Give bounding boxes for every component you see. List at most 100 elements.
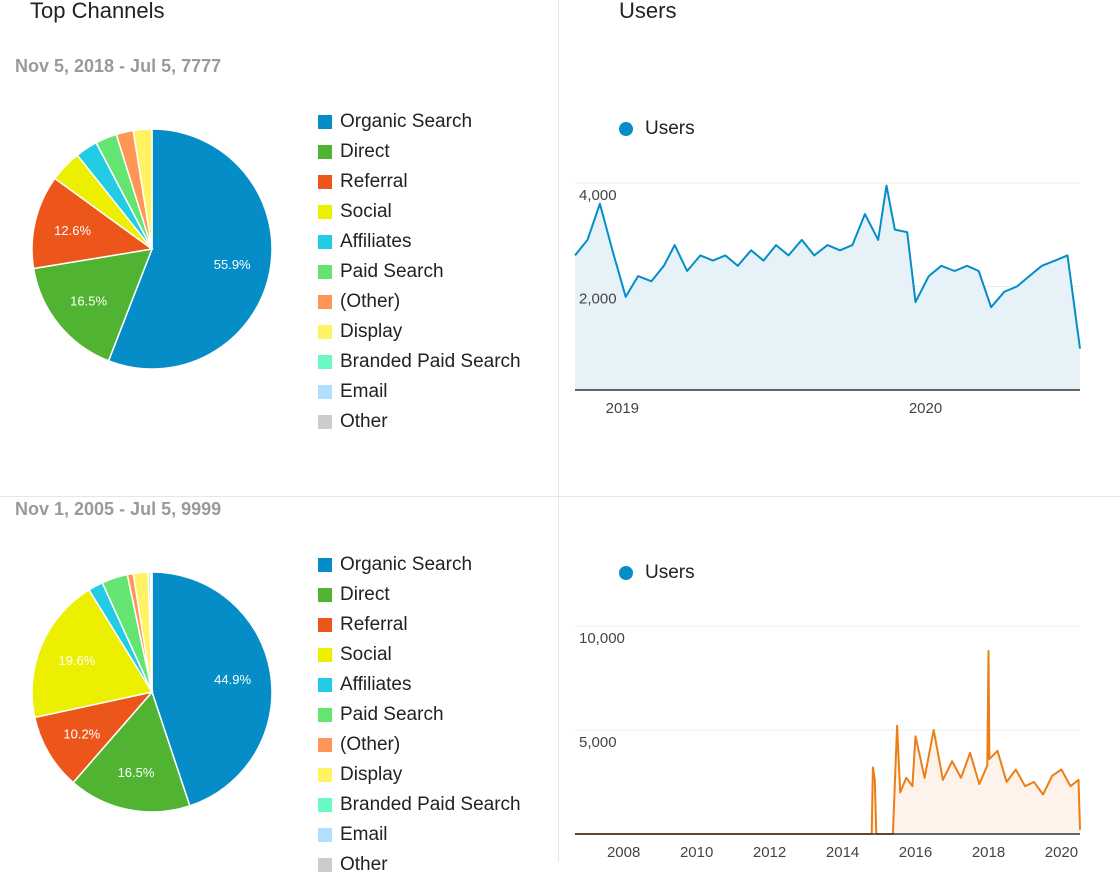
- legend-swatch-icon: [318, 588, 332, 602]
- y-tick-label: 4,000: [579, 187, 617, 204]
- legend-swatch-icon: [318, 798, 332, 812]
- pie-slice-direct: [32, 248, 154, 362]
- legend-label: Organic Search: [340, 554, 473, 575]
- x-tick-label: 2008: [607, 844, 640, 861]
- x-tick-label: 2014: [826, 844, 859, 861]
- legend-label: Email: [340, 381, 388, 402]
- legend-swatch-icon: [318, 618, 332, 632]
- y-tick-label: 5,000: [579, 734, 617, 751]
- legend-swatch-icon: [318, 828, 332, 842]
- legend-swatch-icon: [318, 265, 332, 279]
- users-area: [575, 185, 1080, 390]
- pie2-legend-item-direct: Direct: [318, 580, 521, 610]
- pie-chart-1: 55.9% 16.5% 12.6%: [31, 128, 273, 370]
- legend-label: (Other): [340, 291, 401, 312]
- users-legend-1: Users: [619, 118, 695, 140]
- legend-swatch-icon: [318, 768, 332, 782]
- pie-label-referral: 10.2%: [63, 727, 100, 742]
- legend-swatch-icon: [318, 385, 332, 399]
- pie2-legend-item-other: Other: [318, 850, 521, 880]
- legend-swatch-icon: [318, 708, 332, 722]
- pie1-legend-item-affiliates: Affiliates: [318, 227, 521, 257]
- pie-slice-email: [149, 571, 153, 693]
- pie2-legend-item-paid-search: Paid Search: [318, 700, 521, 730]
- legend-label: Paid Search: [340, 261, 444, 282]
- users-line-chart-2: 5,000 10,000 2008 2010 2012 2014 2016 2018 2020: [575, 625, 1081, 861]
- legend-swatch-icon: [318, 558, 332, 572]
- pie-label-direct: 16.5%: [70, 293, 107, 308]
- pie1-legend-item-other: Other: [318, 407, 521, 437]
- users-legend-label: Users: [645, 118, 695, 139]
- top-channels-title: Top Channels: [30, 0, 165, 23]
- pie-slice-direct: [72, 690, 191, 813]
- pie-label-social: 19.6%: [58, 653, 95, 668]
- pie1-legend-item-display: Display: [318, 317, 521, 347]
- pie1-legend-item-direct: Direct: [318, 137, 521, 167]
- legend-swatch-icon: [318, 295, 332, 309]
- users-line: [574, 184, 1081, 349]
- pie2-legend-item-referral: Referral: [318, 610, 521, 640]
- pie2-legend-item-other: (Other): [318, 730, 521, 760]
- users-line-chart-1: 2,000 4,000 2019 2020: [574, 182, 1081, 417]
- pie-slice-social: [31, 588, 154, 719]
- legend-label: Social: [340, 201, 392, 222]
- legend-label: Email: [340, 824, 388, 845]
- pie2-legend-item-social: Social: [318, 640, 521, 670]
- vertical-divider: [558, 0, 559, 862]
- legend-label: Other: [340, 854, 388, 875]
- legend-label: Display: [340, 321, 403, 342]
- pie1-legend-item-paid-search: Paid Search: [318, 257, 521, 287]
- legend-label: Direct: [340, 584, 390, 605]
- legend-label: Direct: [340, 141, 390, 162]
- legend-label: Referral: [340, 171, 408, 192]
- x-tick-label: 2018: [972, 844, 1005, 861]
- legend-swatch-icon: [318, 145, 332, 159]
- x-tick-label: 2010: [680, 844, 713, 861]
- users-legend-2: Users: [619, 562, 695, 584]
- pie-slice-organic-search: [107, 128, 273, 370]
- pie1-legend-item-organic-search: Organic Search: [318, 107, 521, 137]
- pie1-legend-item-branded-paid-search: Branded Paid Search: [318, 347, 521, 377]
- horizontal-divider: [0, 496, 1120, 497]
- legend-swatch-icon: [318, 355, 332, 369]
- channel-legend-1: Organic Search Direct Referral Social Affili…: [318, 107, 521, 437]
- legend-label: Branded Paid Search: [340, 351, 521, 372]
- users-title: Users: [619, 0, 677, 23]
- pie2-legend-item-branded-paid-search: Branded Paid Search: [318, 790, 521, 820]
- pie-slice-display: [132, 128, 153, 250]
- legend-label: Branded Paid Search: [340, 794, 521, 815]
- legend-swatch-icon: [318, 175, 332, 189]
- users-area: [575, 651, 1080, 834]
- legend-swatch-icon: [318, 648, 332, 662]
- legend-dot-icon: [619, 122, 633, 136]
- legend-swatch-icon: [318, 858, 332, 872]
- x-tick-label: 2016: [899, 844, 932, 861]
- pie2-legend-item-email: Email: [318, 820, 521, 850]
- legend-swatch-icon: [318, 205, 332, 219]
- x-tick-label: 2020: [1045, 844, 1078, 861]
- y-tick-label: 2,000: [579, 291, 617, 308]
- x-tick-label: 2020: [909, 400, 942, 417]
- pie-chart-2: 44.9% 16.5% 10.2% 19.6%: [31, 571, 273, 813]
- legend-label: Affiliates: [340, 231, 412, 252]
- users-legend-label: Users: [645, 562, 695, 583]
- pie2-legend-item-affiliates: Affiliates: [318, 670, 521, 700]
- x-tick-label: 2012: [753, 844, 786, 861]
- legend-label: Paid Search: [340, 704, 444, 725]
- pie2-legend-item-organic-search: Organic Search: [318, 550, 521, 580]
- date-range-1: Nov 5, 2018 - Jul 5, 7777: [15, 56, 222, 76]
- pie1-legend-item-referral: Referral: [318, 167, 521, 197]
- legend-swatch-icon: [318, 738, 332, 752]
- x-tick-label: 2019: [606, 400, 639, 417]
- legend-label: Social: [340, 644, 392, 665]
- pie-slice-referral: [31, 177, 154, 270]
- pie1-legend-item-other: (Other): [318, 287, 521, 317]
- legend-label: Organic Search: [340, 111, 473, 132]
- legend-swatch-icon: [318, 325, 332, 339]
- legend-label: Display: [340, 764, 403, 785]
- legend-swatch-icon: [318, 678, 332, 692]
- pie-label-referral: 12.6%: [54, 223, 91, 238]
- legend-label: (Other): [340, 734, 401, 755]
- pie-slice-organic-search: [151, 571, 273, 807]
- y-tick-label: 10,000: [579, 630, 625, 647]
